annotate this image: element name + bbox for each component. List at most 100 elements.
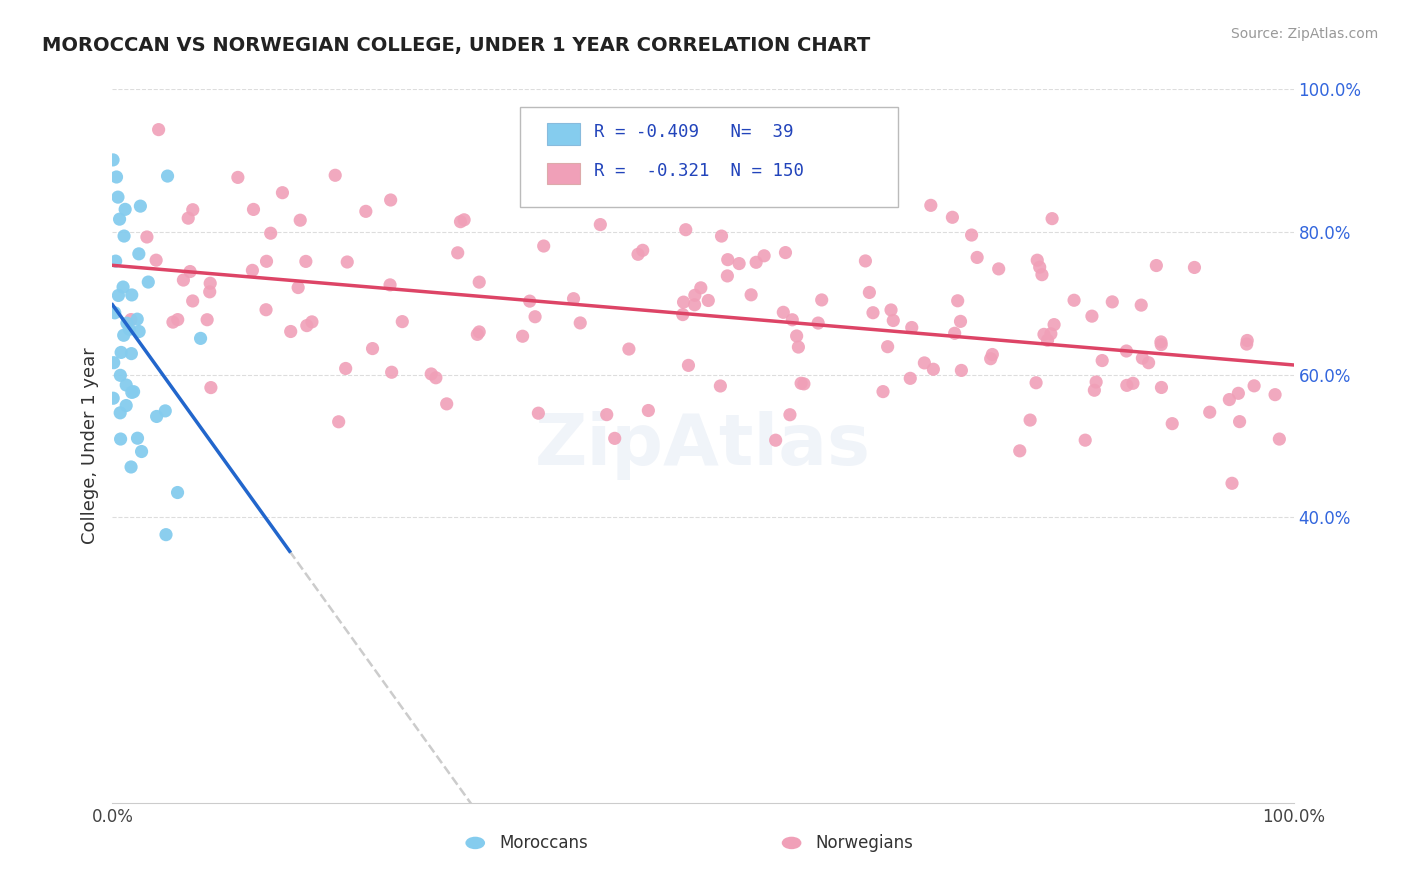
- Point: [1150, 337, 1173, 351]
- Point: [115, 378, 138, 392]
- Point: [104, 306, 127, 320]
- Point: [1039, 326, 1062, 341]
- Point: [121, 288, 143, 302]
- Point: [128, 325, 150, 339]
- Point: [112, 280, 135, 294]
- Point: [1236, 334, 1258, 348]
- Point: [378, 277, 401, 292]
- Point: [672, 295, 695, 310]
- Point: [108, 212, 131, 227]
- Point: [162, 315, 184, 329]
- Point: [1043, 318, 1066, 332]
- Point: [596, 408, 619, 422]
- Point: [336, 255, 359, 269]
- Point: [512, 329, 534, 343]
- Point: [1268, 432, 1291, 446]
- Point: [946, 293, 969, 308]
- Point: [128, 247, 150, 261]
- Point: [1040, 211, 1063, 226]
- Point: [1026, 253, 1049, 268]
- Point: [120, 312, 142, 326]
- Point: [467, 327, 489, 342]
- Text: Source: ZipAtlas.com: Source: ZipAtlas.com: [1230, 27, 1378, 41]
- Point: [533, 239, 555, 253]
- Point: [114, 202, 136, 217]
- Point: [950, 363, 973, 377]
- Point: [1150, 334, 1173, 349]
- FancyBboxPatch shape: [520, 107, 898, 207]
- Point: [787, 340, 810, 354]
- Text: Norwegians: Norwegians: [815, 834, 914, 852]
- Point: [121, 385, 143, 400]
- Point: [1101, 294, 1123, 309]
- Point: [179, 264, 201, 278]
- Point: [678, 359, 700, 373]
- Point: [1229, 415, 1251, 429]
- Point: [981, 347, 1004, 361]
- Point: [1063, 293, 1085, 308]
- Point: [468, 275, 491, 289]
- Text: R =  -0.321  N = 150: R = -0.321 N = 150: [595, 162, 804, 180]
- Point: [256, 254, 278, 268]
- Point: [335, 361, 357, 376]
- Point: [1025, 376, 1047, 390]
- Point: [912, 356, 935, 370]
- Point: [127, 312, 149, 326]
- Point: [195, 312, 218, 326]
- Point: [115, 316, 138, 330]
- Point: [1085, 375, 1108, 389]
- Point: [1074, 433, 1097, 447]
- Point: [101, 153, 124, 167]
- Point: [1132, 351, 1154, 366]
- Point: [450, 215, 472, 229]
- Point: [872, 384, 894, 399]
- Point: [118, 322, 141, 336]
- Point: [328, 415, 350, 429]
- Point: [129, 199, 152, 213]
- Point: [527, 406, 550, 420]
- Point: [135, 230, 157, 244]
- Point: [127, 431, 149, 445]
- Point: [198, 285, 221, 299]
- Point: [447, 245, 470, 260]
- Point: [295, 318, 318, 333]
- Point: [145, 253, 167, 268]
- Point: [136, 275, 159, 289]
- Text: ZipAtlas: ZipAtlas: [536, 411, 870, 481]
- Point: [181, 202, 204, 217]
- Point: [112, 229, 135, 244]
- Point: [960, 227, 983, 242]
- Bar: [547, 162, 581, 184]
- Point: [1161, 417, 1184, 431]
- Point: [810, 293, 832, 307]
- Point: [775, 245, 797, 260]
- Point: [941, 211, 963, 225]
- Point: [1036, 333, 1059, 347]
- Point: [425, 370, 447, 384]
- Point: [752, 249, 775, 263]
- Point: [710, 229, 733, 244]
- Point: [145, 409, 167, 424]
- Point: [103, 391, 125, 405]
- Point: [1144, 259, 1167, 273]
- Point: [381, 365, 404, 379]
- Point: [177, 211, 200, 226]
- Point: [683, 298, 706, 312]
- Point: [603, 431, 626, 445]
- Point: [943, 326, 966, 341]
- Point: [155, 404, 177, 418]
- Point: [1184, 260, 1206, 275]
- Point: [271, 186, 294, 200]
- Point: [120, 346, 142, 360]
- Point: [740, 288, 762, 302]
- Point: [987, 261, 1010, 276]
- Point: [1243, 379, 1265, 393]
- Point: [922, 362, 945, 376]
- Point: [122, 384, 145, 399]
- Point: [1115, 378, 1137, 392]
- Point: [1137, 356, 1160, 370]
- Point: [589, 218, 612, 232]
- Point: [900, 320, 922, 334]
- Point: [112, 328, 135, 343]
- Point: [107, 288, 129, 302]
